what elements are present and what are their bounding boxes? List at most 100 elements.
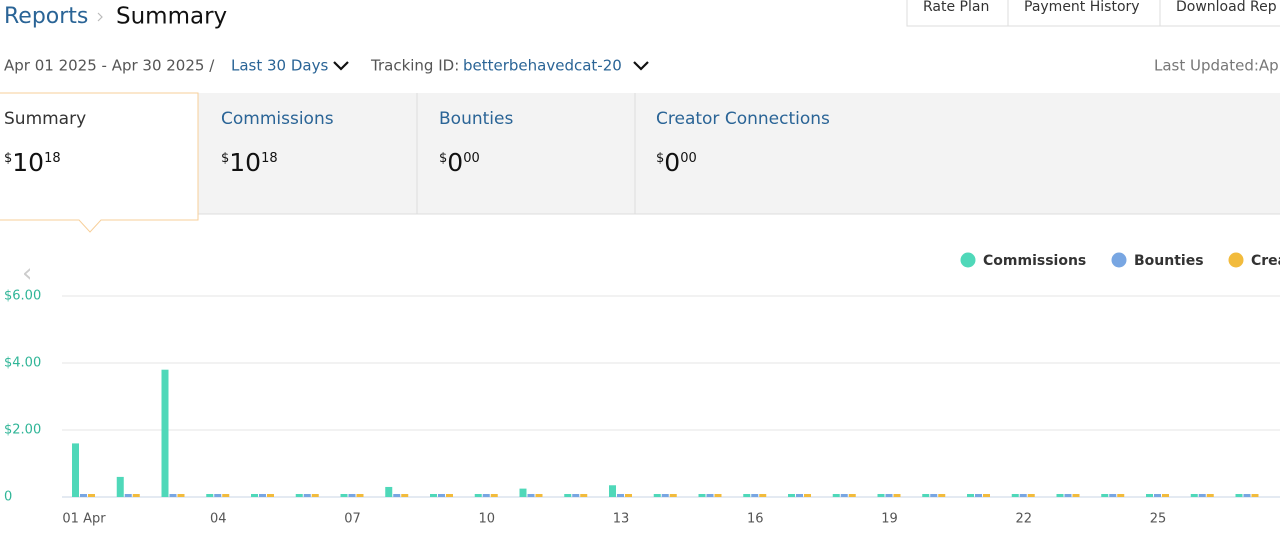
x-tick-label: 01 Apr xyxy=(62,512,106,527)
bar xyxy=(303,494,311,497)
header-button[interactable] xyxy=(1159,0,1280,27)
amount-whole: 0 xyxy=(664,148,680,177)
bar xyxy=(893,494,901,497)
tab-amount: $000 xyxy=(439,148,480,177)
bar xyxy=(393,494,401,497)
bar xyxy=(356,494,364,497)
bar xyxy=(259,494,266,497)
bar xyxy=(653,494,661,497)
breadcrumb[interactable]: Reports xyxy=(4,4,88,29)
legend-marker[interactable] xyxy=(1228,252,1244,268)
bar xyxy=(161,369,169,497)
bar xyxy=(124,494,132,497)
tracking-id[interactable]: betterbehavedcat-20 xyxy=(463,57,622,75)
tab-label[interactable]: Creator Connections xyxy=(656,109,830,129)
bar xyxy=(1101,494,1109,497)
x-tick-label: 13 xyxy=(613,512,630,527)
amount-fraction: 00 xyxy=(463,151,480,166)
bar xyxy=(1027,494,1035,497)
header-button[interactable] xyxy=(906,0,1009,27)
bar xyxy=(609,485,616,497)
header-button-label[interactable]: Payment History xyxy=(1024,0,1140,15)
bar xyxy=(222,494,230,497)
bar xyxy=(1117,494,1125,497)
bar xyxy=(1011,494,1019,497)
header-button-label[interactable]: Download Rep xyxy=(1176,0,1277,15)
bar xyxy=(922,494,930,497)
bar xyxy=(580,494,588,497)
amount-fraction: 18 xyxy=(261,151,278,166)
amount-currency: $ xyxy=(4,151,12,166)
bar xyxy=(116,476,124,497)
bar xyxy=(385,486,393,497)
active-tab[interactable] xyxy=(0,92,199,233)
x-tick-label: 22 xyxy=(1015,512,1032,527)
amount-currency: $ xyxy=(656,151,664,166)
bar xyxy=(617,494,624,497)
bar xyxy=(1072,494,1080,497)
bar xyxy=(967,494,974,497)
bar xyxy=(535,494,543,497)
tab-amount: $000 xyxy=(656,148,697,177)
chart: 0 $2.00 $4.00 $6.00 01 Apr 04 07 10 13 16 19 22 25 Co… xyxy=(4,252,1280,527)
legend-marker[interactable] xyxy=(1111,252,1127,268)
bar xyxy=(788,494,795,497)
bar xyxy=(1206,494,1214,497)
amount-currency: $ xyxy=(221,151,229,166)
bar xyxy=(877,494,885,497)
bar xyxy=(1109,494,1117,497)
bar xyxy=(669,494,677,497)
y-tick-label: $6.00 xyxy=(4,289,41,304)
bar xyxy=(759,494,767,497)
tab-label[interactable]: Bounties xyxy=(439,109,513,129)
bar xyxy=(1064,494,1072,497)
bar xyxy=(340,494,348,497)
bar xyxy=(401,494,409,497)
page-title: Summary xyxy=(116,4,227,30)
bar xyxy=(267,494,274,497)
tab-label[interactable]: Commissions xyxy=(221,109,334,129)
tab-bar xyxy=(0,93,1280,214)
prev-arrow[interactable]: ‹ xyxy=(22,259,32,289)
bar xyxy=(446,494,453,497)
tab-amount: $1018 xyxy=(4,148,61,177)
tab-label[interactable]: Summary xyxy=(4,109,86,129)
bar xyxy=(169,494,177,497)
bar xyxy=(1243,494,1251,497)
bar xyxy=(848,494,856,497)
y-tick-label: 0 xyxy=(4,490,12,505)
bar xyxy=(1019,494,1027,497)
bar xyxy=(527,494,535,497)
bar xyxy=(975,494,982,497)
bar xyxy=(206,494,214,497)
amount-currency: $ xyxy=(439,151,447,166)
bar xyxy=(88,494,95,497)
bar xyxy=(885,494,893,497)
legend-label[interactable]: Bounties xyxy=(1134,253,1204,269)
tab-amount: $1018 xyxy=(221,148,278,177)
x-tick-label: 07 xyxy=(344,512,361,527)
bar xyxy=(251,494,258,497)
bar xyxy=(80,494,87,497)
bar xyxy=(348,494,356,497)
period-select[interactable]: Last 30 Days xyxy=(231,57,328,75)
bar xyxy=(698,494,706,497)
amount-fraction: 00 xyxy=(680,151,697,166)
bar xyxy=(1198,494,1206,497)
legend-marker[interactable] xyxy=(960,252,976,268)
bar xyxy=(796,494,803,497)
bar xyxy=(1146,494,1153,497)
legend-label[interactable]: Crea xyxy=(1251,253,1280,269)
x-tick-label: 25 xyxy=(1150,512,1167,527)
bar xyxy=(983,494,990,497)
bar xyxy=(743,494,751,497)
legend-label[interactable]: Commissions xyxy=(983,253,1086,269)
bar xyxy=(311,494,319,497)
bar xyxy=(177,494,185,497)
x-tick-label: 16 xyxy=(747,512,764,527)
header-button-label[interactable]: Rate Plan xyxy=(923,0,989,15)
tracking-chevron[interactable] xyxy=(633,61,649,71)
period-chevron[interactable] xyxy=(333,61,349,71)
amount-fraction: 18 xyxy=(44,151,61,166)
